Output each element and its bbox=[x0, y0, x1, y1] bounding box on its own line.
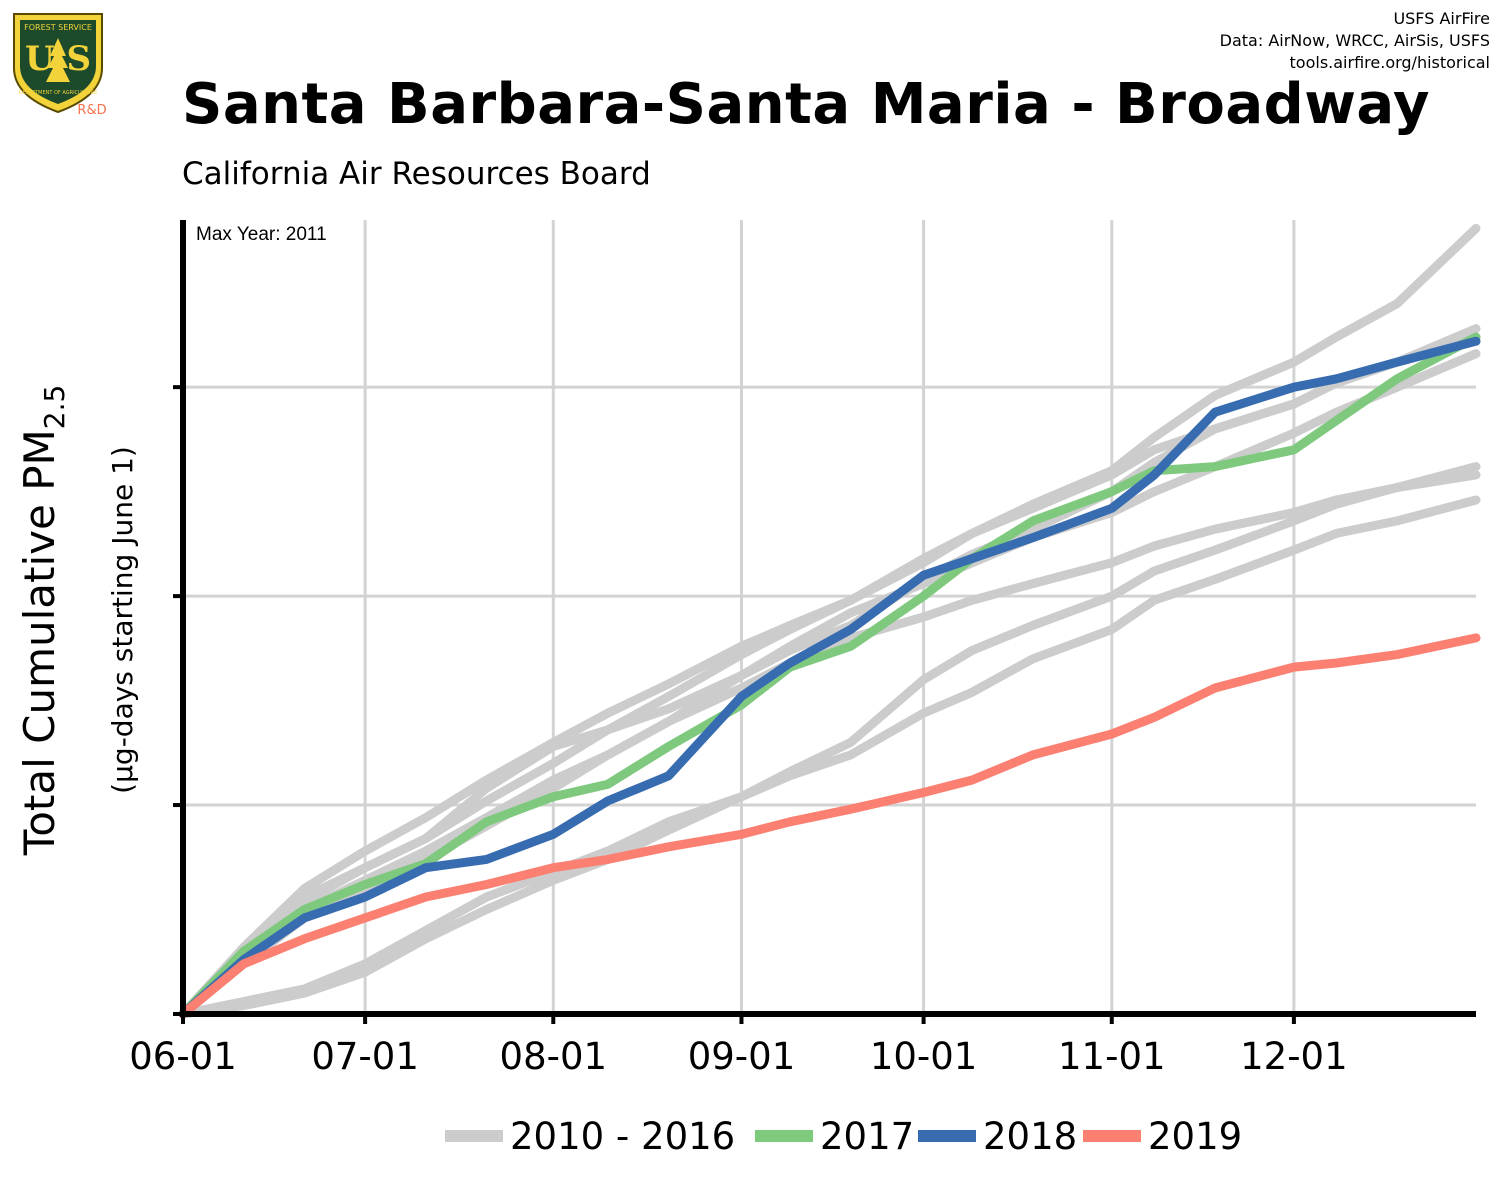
legend: 2010 - 2016 2017 2018 2019 bbox=[445, 1115, 1242, 1158]
grid bbox=[183, 220, 1476, 1014]
x-tick-label-1: 07-01 bbox=[311, 1035, 419, 1078]
logo-bottom-text: DEPARTMENT OF AGRICULTURE bbox=[19, 90, 97, 96]
historical-lines bbox=[178, 223, 1481, 1019]
credit-line-1: USFS AirFire bbox=[1393, 9, 1490, 28]
chart-title: Santa Barbara-Santa Maria - Broadway bbox=[182, 72, 1431, 137]
x-tick-labels: 06-01 07-01 08-01 09-01 10-01 11-01 12-01 bbox=[129, 1035, 1347, 1078]
legend-label-0: 2010 - 2016 bbox=[510, 1115, 735, 1158]
credit-line-3: tools.airfire.org/historical bbox=[1289, 53, 1490, 72]
logo-rd: R&D bbox=[77, 103, 106, 118]
credits: USFS AirFire Data: AirNow, WRCC, AirSis,… bbox=[1220, 8, 1490, 74]
y-axis-units: (µg-days starting June 1) bbox=[106, 446, 139, 794]
x-tick-label-5: 11-01 bbox=[1058, 1035, 1166, 1078]
series-line-2018 bbox=[178, 336, 1481, 1019]
tree-icon bbox=[46, 38, 70, 82]
x-tick-label-6: 12-01 bbox=[1240, 1035, 1348, 1078]
series-line-2019 bbox=[178, 633, 1481, 1019]
chart-subtitle: California Air Resources Board bbox=[182, 156, 651, 192]
legend-label-2: 2018 bbox=[983, 1115, 1077, 1158]
x-tick-label-4: 10-01 bbox=[870, 1035, 978, 1078]
historical-line-4 bbox=[178, 495, 1481, 1019]
year-lines bbox=[178, 332, 1481, 1019]
svg-text:Total Cumulative PM2.5: Total Cumulative PM2.5 bbox=[15, 385, 71, 857]
axes bbox=[173, 220, 1476, 1024]
forest-service-logo: FOREST SERVICE U S DEPARTMENT OF AGRICUL… bbox=[13, 13, 107, 118]
series-line-2017 bbox=[178, 332, 1481, 1019]
y-axis-label-main: Total Cumulative PM bbox=[15, 429, 64, 856]
max-year-annotation: Max Year: 2011 bbox=[196, 224, 327, 245]
x-tick-label-0: 06-01 bbox=[129, 1035, 237, 1078]
credit-line-2: Data: AirNow, WRCC, AirSis, USFS bbox=[1219, 31, 1490, 50]
x-tick-label-3: 09-01 bbox=[688, 1035, 796, 1078]
x-tick-label-2: 08-01 bbox=[500, 1035, 608, 1078]
legend-label-3: 2019 bbox=[1148, 1115, 1242, 1158]
legend-label-1: 2017 bbox=[820, 1115, 914, 1158]
historical-line-6 bbox=[178, 332, 1481, 1019]
y-axis-title: Total Cumulative PM2.5 bbox=[15, 385, 71, 857]
logo-top-text: FOREST SERVICE bbox=[24, 23, 92, 32]
y-axis-label-sub: 2.5 bbox=[38, 385, 71, 430]
historical-line-5 bbox=[178, 462, 1481, 1019]
